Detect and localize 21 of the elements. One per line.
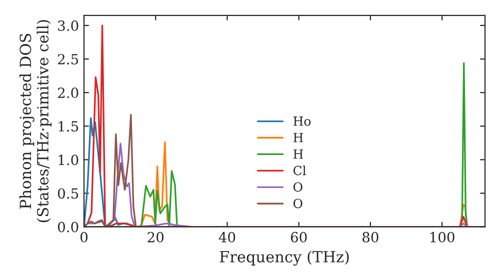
legend-label: H: [293, 149, 303, 159]
y-tick-label: 2.5: [58, 54, 78, 64]
y-tick-label: 1.0: [58, 154, 78, 166]
legend-label: O: [293, 198, 302, 208]
x-tick-label: 0: [80, 232, 88, 242]
x-tick-label: 40: [218, 232, 236, 242]
legend-label: O: [293, 182, 302, 192]
y-tick-label: 0.5: [58, 188, 78, 199]
x-tick-label: 100: [430, 232, 454, 242]
legend-label: H: [293, 133, 303, 142]
legend-label: Cl: [293, 166, 306, 176]
y-tick-label: 0.0: [58, 222, 78, 232]
x-axis-title: Frequency (THz): [220, 250, 349, 266]
y-tick-label: 2.0: [58, 88, 78, 98]
y-axis-title: Phonon projected DOS (States/THz·primitive cell): [19, 20, 52, 222]
y-tick-label: 3.0: [58, 20, 78, 31]
legend-label: Ho: [293, 116, 311, 126]
x-tick-label: 80: [362, 232, 378, 242]
x-tick-label: 20: [148, 232, 164, 242]
x-tick-label: 60: [290, 232, 307, 242]
y-tick-label: 1.5: [58, 121, 78, 132]
